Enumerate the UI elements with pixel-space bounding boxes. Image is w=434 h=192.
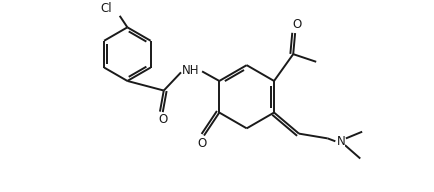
Text: O: O bbox=[293, 18, 302, 31]
Text: NH: NH bbox=[182, 64, 199, 77]
Text: O: O bbox=[197, 137, 207, 150]
Text: O: O bbox=[158, 113, 168, 126]
Text: N: N bbox=[337, 135, 345, 148]
Text: Cl: Cl bbox=[101, 2, 112, 15]
